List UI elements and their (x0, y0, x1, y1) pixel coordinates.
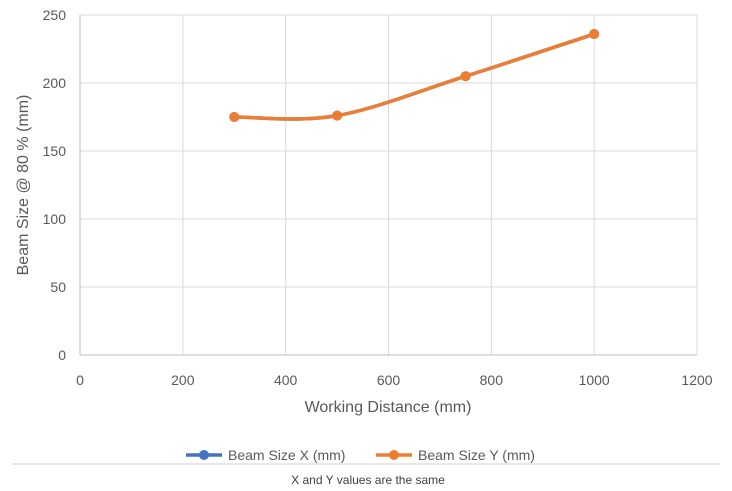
legend-marker (389, 450, 399, 460)
x-axis-title: Working Distance (mm) (305, 399, 472, 416)
x-tick-label: 600 (377, 372, 401, 388)
x-tick-label: 1000 (579, 372, 610, 388)
y-axis-title: Beam Size @ 80 % (mm) (15, 95, 32, 276)
legend-entry-1: Beam Size X (mm) (186, 447, 345, 463)
x-tick-label: 400 (274, 372, 298, 388)
axes (79, 15, 697, 356)
legend: Beam Size X (mm) Beam Size Y (mm) (186, 447, 535, 463)
data-point (589, 29, 600, 40)
legend-marker (199, 450, 209, 460)
legend-entry-2: Beam Size Y (mm) (376, 447, 535, 463)
y-tick-label: 250 (43, 7, 67, 23)
footnote: X and Y values are the same (291, 473, 445, 487)
series-1 (229, 29, 600, 122)
series-layer (229, 29, 600, 122)
series-line (232, 32, 596, 121)
legend-label: Beam Size Y (mm) (418, 447, 535, 463)
x-tick-labels: 0 200 400 600 800 1000 1200 (76, 372, 713, 388)
y-tick-label: 0 (58, 347, 66, 363)
y-tick-label: 100 (43, 211, 67, 227)
y-tick-labels: 0 50 100 150 200 250 (43, 7, 67, 363)
series-line (232, 32, 596, 121)
series-2 (229, 29, 600, 122)
x-tick-label: 200 (171, 372, 195, 388)
legend-label: Beam Size X (mm) (228, 447, 345, 463)
y-tick-label: 200 (43, 75, 67, 91)
data-point (460, 71, 471, 82)
y-tick-label: 150 (43, 143, 67, 159)
x-tick-label: 1200 (681, 372, 712, 388)
x-tick-label: 0 (76, 372, 84, 388)
x-tick-label: 800 (480, 372, 504, 388)
y-tick-label: 50 (50, 279, 66, 295)
gridlines (80, 14, 698, 355)
data-point (229, 112, 240, 122)
data-point (332, 110, 343, 121)
